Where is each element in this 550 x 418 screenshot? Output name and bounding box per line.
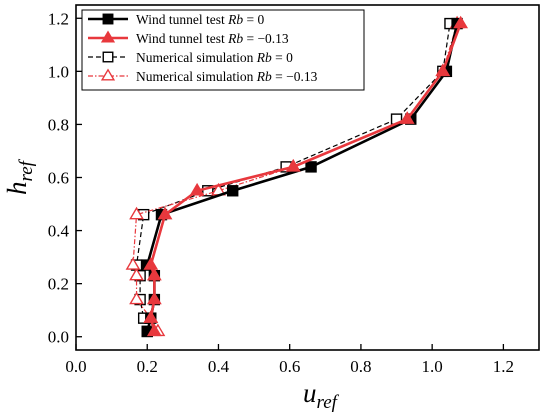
data-point bbox=[202, 185, 214, 197]
legend-box bbox=[81, 9, 365, 91]
data-point bbox=[399, 111, 415, 124]
y-axis-label: href bbox=[2, 158, 37, 195]
data-point bbox=[125, 257, 141, 270]
legend-label: Wind tunnel test Rb = −0.13 bbox=[136, 31, 289, 46]
x-tick-label: 0.8 bbox=[350, 357, 371, 376]
series-line bbox=[135, 23, 451, 332]
series-2 bbox=[143, 15, 469, 337]
data-point bbox=[453, 15, 469, 29]
y-tick-label: 0.2 bbox=[48, 275, 69, 294]
y-tick-label: 1.2 bbox=[48, 9, 69, 28]
x-axis-label-sub: ref bbox=[317, 392, 340, 413]
data-point bbox=[102, 13, 114, 25]
data-point bbox=[100, 68, 116, 81]
data-point bbox=[157, 206, 173, 220]
data-point bbox=[143, 310, 159, 323]
y-tick-label: 0.4 bbox=[48, 222, 70, 241]
data-point bbox=[129, 291, 144, 305]
y-tick-label: 0.8 bbox=[48, 115, 69, 134]
y-tick-label: 0.6 bbox=[48, 169, 69, 188]
y-axis-label-sub: ref bbox=[16, 158, 37, 181]
data-point bbox=[305, 161, 317, 173]
data-point bbox=[435, 63, 451, 77]
legend-entry: Numerical simulation Rb = 0 bbox=[88, 50, 293, 65]
data-point bbox=[143, 257, 159, 270]
y-axis-label-main: h bbox=[2, 181, 32, 195]
y-tick-label: 0.0 bbox=[48, 328, 69, 347]
data-point bbox=[146, 291, 162, 305]
x-tick-label: 0.2 bbox=[137, 357, 158, 376]
x-tick-label: 1.2 bbox=[493, 357, 514, 376]
x-tick-label: 0.4 bbox=[208, 357, 230, 376]
data-point bbox=[146, 323, 162, 337]
y-axis: 0.0 0.2 0.4 0.6 0.8 1.0 1.2 bbox=[48, 9, 82, 347]
legend-entry: Wind tunnel test Rb = −0.13 bbox=[88, 30, 289, 46]
x-axis-label-main: u bbox=[303, 378, 317, 408]
data-point bbox=[189, 182, 205, 196]
legend: Wind tunnel test Rb = 0 Wind tunnel test … bbox=[81, 9, 365, 91]
x-axis: 0.0 0.2 0.4 0.6 0.8 1.0 1.2 bbox=[65, 344, 514, 376]
legend-entry: Numerical simulation Rb = −0.13 bbox=[88, 68, 318, 84]
data-point bbox=[227, 185, 239, 197]
legend-entry: Wind tunnel test Rb = 0 bbox=[88, 12, 264, 27]
data-point bbox=[285, 159, 301, 172]
x-axis-label: uref bbox=[303, 378, 340, 413]
series-layer bbox=[125, 15, 469, 338]
data-point bbox=[146, 267, 162, 281]
data-point bbox=[129, 267, 144, 281]
data-point bbox=[102, 51, 114, 63]
data-point bbox=[129, 206, 144, 220]
x-tick-label: 1.0 bbox=[422, 357, 443, 376]
legend-label: Numerical simulation Rb = −0.13 bbox=[136, 69, 318, 84]
legend-label: Wind tunnel test Rb = 0 bbox=[136, 12, 264, 27]
legend-label: Numerical simulation Rb = 0 bbox=[136, 50, 293, 65]
y-tick-label: 1.0 bbox=[48, 62, 69, 81]
x-tick-label: 0.0 bbox=[65, 357, 86, 376]
data-point bbox=[100, 30, 116, 43]
x-tick-label: 0.6 bbox=[279, 357, 300, 376]
